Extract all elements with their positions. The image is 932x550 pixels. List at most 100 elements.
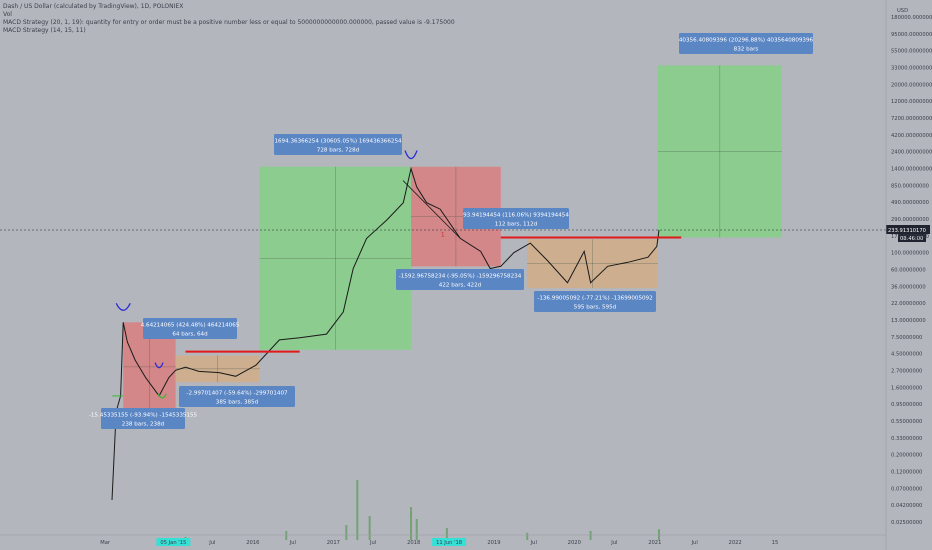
current-price-tag: [886, 224, 930, 234]
chart-title: Dash / US Dollar (calculated by TradingV…: [3, 3, 184, 10]
measurement-label: 1694.36366254 (30605.05%) 169436366254 72…: [274, 134, 402, 155]
y-tick-label: 290.00000000: [891, 217, 929, 223]
measurement-label-bg: [274, 134, 402, 155]
measurement-line1: 40356.40809396 (20296.88%) 4035640809396: [679, 38, 814, 44]
y-tick-label: 0.04200000: [891, 503, 922, 509]
x-tick-label: 05 Jan '15: [160, 540, 186, 546]
volume-bar: [368, 516, 371, 540]
bottom-marker-curve: [157, 393, 167, 399]
measurement-label-bg: [396, 269, 524, 290]
measurement-line1: 93.94194454 (116.06%) 9394194454: [463, 213, 569, 219]
x-tick-highlight: [156, 538, 191, 546]
measurement-line1: 4.64214065 (424.48%) 464214065: [141, 323, 240, 329]
y-tick-label: 95000.00000000: [891, 32, 932, 38]
time-axis[interactable]: Mar 05 Jan '15 Jul 2016 Jul 2017 Jul 2018 11 Jun…: [0, 534, 886, 546]
measurement-line1: -1592.96758234 (-95.05%) -159296758234: [399, 274, 522, 280]
measurement-label: 40356.40809396 (20296.88%) 4035640809396…: [679, 33, 814, 54]
y-tick-label: 0.12000000: [891, 470, 922, 476]
x-tick-label: 2018: [407, 540, 420, 546]
x-tick-label: Jul: [691, 540, 698, 546]
volume-bars: [184, 480, 660, 540]
y-tick-label: 850.00000000: [891, 183, 929, 189]
measurement-label: -15.45335155 (-93.94%) -1545335155 238 ba…: [89, 408, 198, 429]
x-tick-highlight: [432, 538, 467, 546]
y-tick-label: 55000.00000000: [891, 49, 932, 55]
y-tick-label: 1.60000000: [891, 385, 922, 391]
drawing-overlays: 233.91310170 08:46:00 1: [0, 150, 930, 399]
y-tick-label: 0.33000000: [891, 436, 922, 442]
y-tick-label: 20000.00000000: [891, 82, 932, 88]
y-tick-label: 490.00000000: [891, 200, 929, 206]
y-tick-label: 0.20000000: [891, 453, 922, 459]
y-tick-label: 2400.00000000: [891, 150, 932, 156]
y-tick-label: 0.02500000: [891, 520, 922, 526]
volume-bar: [526, 532, 529, 540]
y-tick-label: 100.00000000: [891, 251, 929, 257]
measurement-label-bg: [101, 408, 185, 429]
y-tick-label: 180000.00000000: [891, 15, 932, 21]
volume-bar: [410, 507, 413, 540]
measurement-label-bg: [534, 291, 656, 312]
top-marker-curve: [154, 362, 164, 369]
measurement-line1: -136.99005092 (-77.21%) -13699005092: [537, 296, 652, 302]
x-tick-label: Jul: [289, 540, 296, 546]
measurement-line2: 64 bars, 64d: [172, 332, 208, 338]
measurement-label: -1592.96758234 (-95.05%) -159296758234 42…: [396, 269, 524, 290]
y-tick-label: 36.00000000: [891, 284, 926, 290]
currency-label: USD: [897, 8, 908, 14]
top-marker-curve: [404, 150, 418, 160]
y-tick-label: 4200.00000000: [891, 133, 932, 139]
indicator-macd-label[interactable]: MACD Strategy (14, 15, 11): [3, 27, 86, 34]
measurement-line1: -2.99701407 (-59.64%) -299701407: [186, 391, 288, 397]
measurement-label: 4.64214065 (424.48%) 464214065 64 bars, 6…: [141, 318, 240, 339]
trend-line: [402, 180, 461, 239]
measure-zones: [123, 65, 782, 412]
x-tick-label: Mar: [100, 540, 111, 546]
volume-bar: [589, 531, 592, 540]
x-tick-label: 2021: [648, 540, 661, 546]
volume-bar: [356, 480, 359, 540]
measurement-label: -2.99701407 (-59.64%) -299701407 385 bars…: [179, 386, 295, 407]
indicator-macd-error-label[interactable]: MACD Strategy (20, 1, 19): quantity for …: [3, 19, 455, 26]
x-tick-label: Jul: [369, 540, 376, 546]
measurement-labels: -15.45335155 (-93.94%) -1545335155 238 ba…: [89, 33, 814, 429]
y-tick-label: 4.50000000: [891, 352, 922, 358]
y-tick-label: 7200.00000000: [891, 116, 932, 122]
x-tick-label: Jul: [610, 540, 617, 546]
y-tick-label: 170.00000000: [891, 234, 929, 240]
volume-bar: [658, 529, 660, 540]
y-tick-label: 7.50000000: [891, 335, 922, 341]
top-marker-curve: [115, 303, 131, 311]
x-tick-label: Jul: [208, 540, 215, 546]
measurement-label: 93.94194454 (116.06%) 9394194454 112 bars…: [463, 208, 569, 229]
y-tick-label: 60.00000000: [891, 268, 926, 274]
x-tick-label: 2019: [487, 540, 500, 546]
measurement-label-bg: [179, 386, 295, 407]
y-tick-label: 13.00000000: [891, 318, 926, 324]
measurement-line2: 385 bars, 385d: [216, 400, 259, 406]
x-tick-label: Jul: [530, 540, 537, 546]
measurement-line1: 1694.36366254 (30605.05%) 169436366254: [274, 139, 402, 145]
y-tick-label: 0.07000000: [891, 486, 922, 492]
measurement-line2: 728 bars, 728d: [317, 148, 360, 154]
countdown-tag: [898, 233, 926, 242]
y-tick-label: 1400.00000000: [891, 167, 932, 173]
price-line: [111, 166, 660, 501]
resistance-lines: [185, 236, 682, 353]
measurement-label: -136.99005092 (-77.21%) -13699005092 595 …: [534, 291, 656, 312]
measurement-line2: 595 bars, 595d: [574, 305, 617, 311]
countdown-text: 08:46:00: [900, 236, 923, 242]
x-tick-label: 15: [772, 540, 779, 546]
x-tick-label: 2020: [568, 540, 581, 546]
y-tick-label: 22.00000000: [891, 301, 926, 307]
measurement-line1: -15.45335155 (-93.94%) -1545335155: [89, 413, 198, 419]
y-tick-label: 0.95000000: [891, 402, 922, 408]
annotation-text: 1: [441, 232, 445, 239]
current-price-text: 233.91310170: [888, 228, 926, 234]
y-tick-label: 2.70000000: [891, 369, 922, 375]
measurement-line2: 422 bars, 422d: [439, 283, 482, 289]
x-tick-label: 2016: [246, 540, 259, 546]
indicator-vol-label[interactable]: Vol: [3, 11, 12, 18]
